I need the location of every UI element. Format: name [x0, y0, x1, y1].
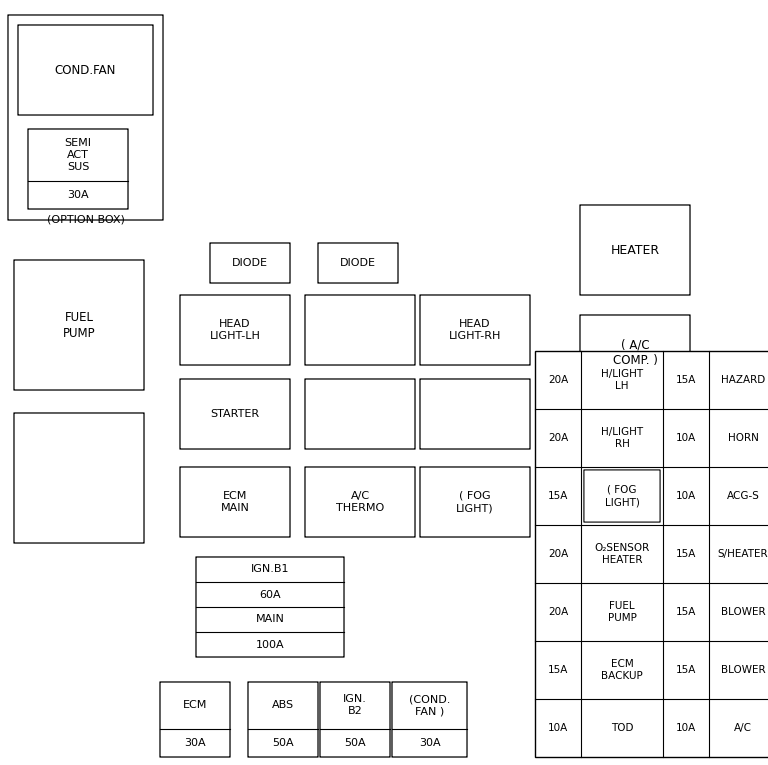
FancyBboxPatch shape [420, 295, 530, 365]
FancyBboxPatch shape [535, 351, 768, 757]
Text: 15A: 15A [676, 375, 696, 385]
Text: A/C: A/C [734, 723, 752, 733]
Text: 30A: 30A [67, 190, 89, 200]
Text: 10A: 10A [548, 723, 568, 733]
FancyBboxPatch shape [28, 129, 128, 209]
FancyBboxPatch shape [248, 682, 318, 757]
Text: DIODE: DIODE [340, 258, 376, 268]
Text: H/LIGHT
RH: H/LIGHT RH [601, 427, 643, 449]
Text: ECM
MAIN: ECM MAIN [220, 491, 250, 513]
FancyBboxPatch shape [420, 379, 530, 449]
Text: 15A: 15A [676, 607, 696, 617]
FancyBboxPatch shape [305, 295, 415, 365]
FancyBboxPatch shape [18, 25, 153, 115]
Text: HEATER: HEATER [611, 243, 660, 256]
FancyBboxPatch shape [8, 15, 163, 220]
Text: ( A/C
COMP. ): ( A/C COMP. ) [613, 338, 657, 367]
Text: 50A: 50A [272, 737, 294, 747]
Text: MAIN: MAIN [256, 614, 284, 624]
FancyBboxPatch shape [14, 413, 144, 543]
Text: 20A: 20A [548, 433, 568, 443]
Text: 10A: 10A [676, 433, 696, 443]
Text: O₂SENSOR
HEATER: O₂SENSOR HEATER [594, 543, 650, 565]
FancyBboxPatch shape [318, 243, 398, 283]
FancyBboxPatch shape [584, 470, 660, 522]
Text: 15A: 15A [548, 665, 568, 675]
Text: 20A: 20A [548, 375, 568, 385]
FancyBboxPatch shape [392, 682, 467, 757]
FancyBboxPatch shape [180, 467, 290, 537]
Text: 50A: 50A [344, 737, 366, 747]
Text: HEAD
LIGHT-LH: HEAD LIGHT-LH [210, 319, 260, 341]
FancyBboxPatch shape [320, 682, 390, 757]
Text: HORN: HORN [727, 433, 759, 443]
Text: HAZARD: HAZARD [721, 375, 765, 385]
Text: 20A: 20A [548, 607, 568, 617]
Text: 10A: 10A [676, 491, 696, 501]
FancyBboxPatch shape [305, 467, 415, 537]
Text: ( FOG
LIGHT): ( FOG LIGHT) [604, 485, 640, 507]
Text: 60A: 60A [259, 590, 281, 600]
FancyBboxPatch shape [580, 205, 690, 295]
Text: S/HEATER: S/HEATER [717, 549, 768, 559]
FancyBboxPatch shape [196, 557, 344, 657]
Text: BLOWER: BLOWER [720, 665, 766, 675]
Text: FUEL
PUMP: FUEL PUMP [607, 601, 637, 623]
Text: ECM
BACKUP: ECM BACKUP [601, 659, 643, 681]
Text: 30A: 30A [184, 737, 206, 747]
Text: 15A: 15A [676, 549, 696, 559]
Text: A/C
THERMO: A/C THERMO [336, 491, 384, 513]
Text: H/LIGHT
LH: H/LIGHT LH [601, 369, 643, 391]
Text: 30A: 30A [419, 737, 440, 747]
Text: 10A: 10A [676, 723, 696, 733]
Text: (COND.
FAN ): (COND. FAN ) [409, 694, 450, 717]
FancyBboxPatch shape [210, 243, 290, 283]
Text: SEMI
ACT
SUS: SEMI ACT SUS [65, 138, 91, 172]
FancyBboxPatch shape [180, 295, 290, 365]
Text: STARTER: STARTER [210, 409, 260, 419]
Text: 20A: 20A [548, 549, 568, 559]
Text: ABS: ABS [272, 700, 294, 710]
FancyBboxPatch shape [160, 682, 230, 757]
Text: HEAD
LIGHT-RH: HEAD LIGHT-RH [449, 319, 502, 341]
FancyBboxPatch shape [420, 467, 530, 537]
Text: BLOWER: BLOWER [720, 607, 766, 617]
Text: ACG-S: ACG-S [727, 491, 760, 501]
Text: 15A: 15A [548, 491, 568, 501]
FancyBboxPatch shape [180, 379, 290, 449]
FancyBboxPatch shape [14, 260, 144, 390]
Text: ECM: ECM [183, 700, 207, 710]
FancyBboxPatch shape [305, 379, 415, 449]
Text: DIODE: DIODE [232, 258, 268, 268]
Text: TOD: TOD [611, 723, 634, 733]
Text: COND.FAN: COND.FAN [55, 63, 116, 76]
FancyBboxPatch shape [580, 315, 690, 390]
Text: FUEL
PUMP: FUEL PUMP [63, 311, 95, 340]
Text: 15A: 15A [676, 665, 696, 675]
Text: ( FOG
LIGHT): ( FOG LIGHT) [456, 491, 494, 513]
Text: 100A: 100A [256, 640, 284, 649]
Text: (OPTION BOX): (OPTION BOX) [47, 214, 124, 224]
Text: IGN.B1: IGN.B1 [250, 565, 290, 575]
Text: IGN.
B2: IGN. B2 [343, 694, 367, 717]
